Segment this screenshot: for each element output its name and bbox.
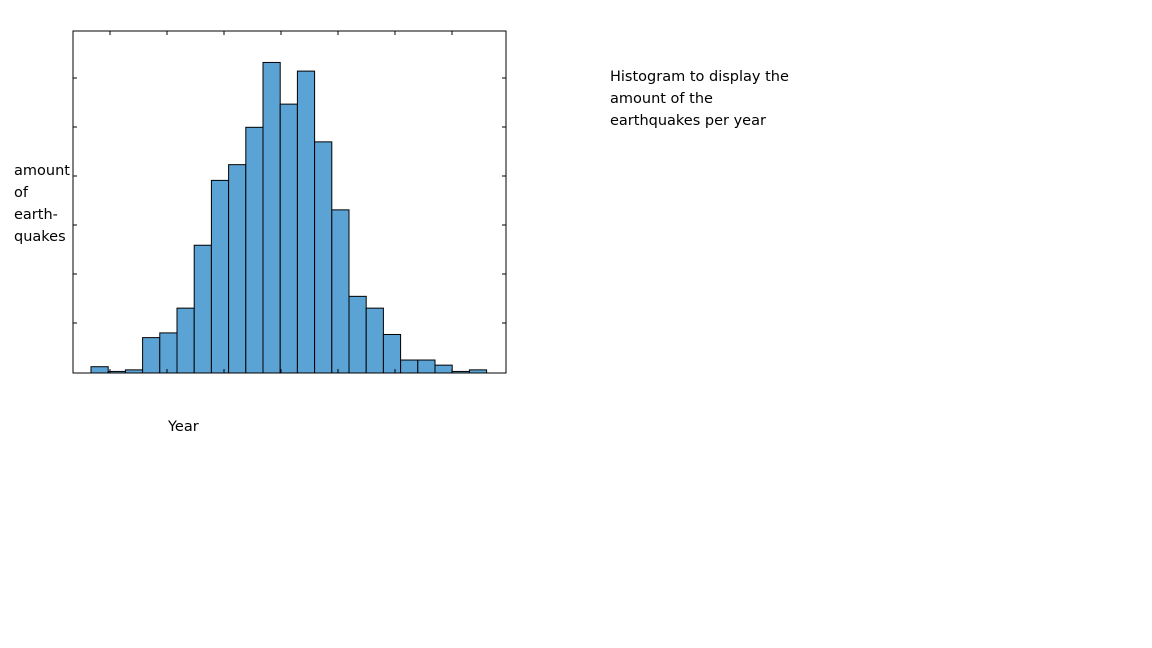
annotation-line: Histogram to display the — [610, 69, 789, 85]
y-axis-label-line: amount — [14, 163, 70, 179]
y-axis-label-line: earth- — [14, 207, 58, 223]
bars-group — [90, 61, 488, 374]
histogram-bar — [90, 366, 109, 374]
histogram-bar — [365, 307, 384, 374]
histogram-bar — [245, 126, 264, 374]
histogram-bar — [382, 333, 402, 374]
annotation-line: amount of the — [610, 91, 713, 107]
histogram-bar — [331, 209, 350, 374]
histogram-bar — [210, 179, 230, 374]
y-axis-label-line: quakes — [14, 229, 66, 245]
chart-annotation: Histogram to display the amount of the e… — [610, 66, 810, 132]
histogram-bar — [176, 307, 195, 374]
histogram-bar — [434, 364, 453, 374]
x-axis-label: Year — [168, 419, 199, 435]
histogram-bar — [262, 61, 281, 374]
annotation-line: earthquakes per year — [610, 113, 766, 129]
ticks-group — [73, 31, 506, 373]
y-axis-label: amount of earth- quakes — [14, 160, 70, 248]
plot-frame — [72, 30, 507, 374]
histogram-bar — [314, 141, 333, 374]
histogram-bar — [279, 103, 298, 374]
histogram-bar — [417, 359, 436, 374]
histogram-bar — [400, 359, 419, 374]
histogram-bar — [142, 337, 161, 374]
histogram-bar — [193, 244, 212, 374]
histogram-bar — [348, 295, 367, 374]
y-axis-label-line: of — [14, 185, 28, 201]
histogram-bar — [228, 164, 247, 374]
histogram-bar — [159, 332, 178, 374]
histogram-bar — [296, 70, 316, 374]
